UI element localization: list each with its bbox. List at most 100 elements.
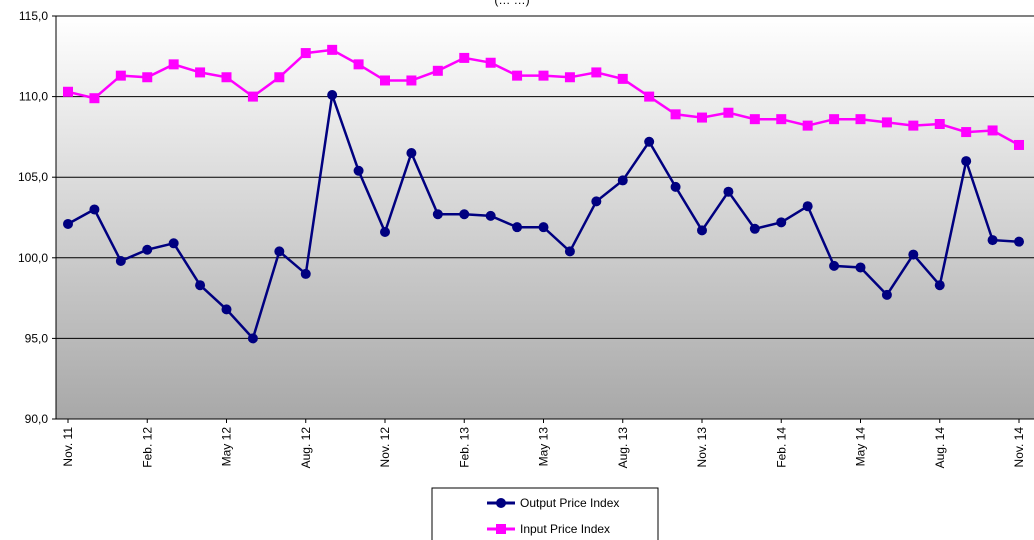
data-point xyxy=(221,304,232,315)
data-point xyxy=(115,70,126,81)
data-point xyxy=(538,70,549,81)
data-point xyxy=(617,175,628,186)
data-point xyxy=(802,201,813,212)
x-tick-label: Nov. 13 xyxy=(695,427,709,468)
x-tick-label: Feb. 14 xyxy=(774,427,788,468)
data-point xyxy=(564,246,575,257)
data-point xyxy=(89,93,100,104)
data-point xyxy=(723,186,734,197)
data-point xyxy=(380,227,390,238)
data-point xyxy=(432,65,443,76)
data-point xyxy=(749,114,760,125)
data-point xyxy=(406,148,417,159)
data-point xyxy=(855,114,866,125)
data-point xyxy=(697,225,707,236)
data-point xyxy=(538,222,549,233)
data-point xyxy=(432,209,443,220)
data-point xyxy=(63,218,73,229)
data-point xyxy=(749,223,760,234)
data-point xyxy=(776,217,787,228)
legend-entry-output: Output Price Index xyxy=(487,496,619,510)
x-tick-label: Nov. 14 xyxy=(1012,427,1026,468)
data-point xyxy=(829,114,840,125)
y-tick-label: 95,0 xyxy=(25,331,49,345)
data-point xyxy=(195,280,206,291)
data-point xyxy=(459,209,470,220)
x-tick-label: Nov. 12 xyxy=(378,427,392,468)
data-point xyxy=(987,125,998,136)
data-point xyxy=(512,222,523,233)
data-point xyxy=(274,72,285,83)
data-point xyxy=(802,120,813,131)
data-point xyxy=(670,109,681,120)
data-point xyxy=(644,91,655,102)
chart-title: (… …) xyxy=(494,0,529,7)
legend-output-marker xyxy=(496,498,506,508)
data-point xyxy=(961,156,972,167)
data-point xyxy=(881,117,892,128)
data-point xyxy=(168,59,179,70)
data-point xyxy=(855,262,866,273)
x-tick-label: May 13 xyxy=(537,427,551,467)
data-point xyxy=(908,120,919,131)
x-tick-label: May 14 xyxy=(854,427,868,467)
data-point xyxy=(485,57,496,68)
data-point xyxy=(63,86,73,97)
y-tick-label: 100,0 xyxy=(18,251,48,265)
data-point xyxy=(987,235,998,246)
data-point xyxy=(591,67,602,78)
data-point xyxy=(195,67,206,78)
data-point xyxy=(380,75,390,86)
data-point xyxy=(274,246,285,257)
data-point xyxy=(247,333,258,344)
data-point xyxy=(353,59,364,70)
y-tick-label: 105,0 xyxy=(18,170,48,184)
x-tick-label: Aug. 12 xyxy=(299,427,313,469)
data-point xyxy=(1014,236,1024,247)
legend-box xyxy=(431,487,659,540)
series-output-price-index xyxy=(63,89,1024,344)
data-point xyxy=(934,119,945,130)
x-tick-label: Nov. 11 xyxy=(61,427,75,467)
legend-output-label: Output Price Index xyxy=(520,496,619,510)
data-point xyxy=(247,91,258,102)
data-point xyxy=(485,210,496,221)
data-point xyxy=(564,72,575,83)
y-tick-label: 110,0 xyxy=(19,90,48,104)
data-point xyxy=(644,136,655,147)
data-point xyxy=(142,244,153,255)
data-point xyxy=(300,268,311,279)
data-point xyxy=(459,52,470,63)
x-tick-label: May 12 xyxy=(220,427,234,467)
data-point xyxy=(670,181,681,192)
data-point xyxy=(115,256,126,267)
data-point xyxy=(934,280,945,291)
data-point xyxy=(353,165,364,176)
data-point xyxy=(512,70,523,81)
plot-area xyxy=(56,16,1034,419)
data-point xyxy=(300,48,311,59)
data-point xyxy=(142,72,153,83)
data-point xyxy=(908,249,919,260)
data-point xyxy=(617,73,628,84)
data-point xyxy=(168,238,179,249)
data-point xyxy=(327,89,338,100)
data-point xyxy=(776,114,787,125)
data-point xyxy=(591,196,602,207)
y-tick-label: 115,0 xyxy=(19,9,48,23)
series-input-price-index xyxy=(63,44,1024,150)
data-point xyxy=(406,75,417,86)
legend: Output Price Index Input Price Index xyxy=(431,487,659,540)
data-point xyxy=(221,72,232,83)
x-tick-label: Aug. 13 xyxy=(616,427,630,469)
legend-entry-input: Input Price Index xyxy=(487,522,610,536)
data-point xyxy=(89,204,100,215)
data-point xyxy=(829,260,840,271)
legend-input-marker xyxy=(496,524,506,534)
x-tick-label: Aug. 14 xyxy=(933,427,947,469)
series-layer xyxy=(63,44,1024,344)
y-tick-label: 90,0 xyxy=(25,412,49,426)
data-point xyxy=(327,44,338,55)
